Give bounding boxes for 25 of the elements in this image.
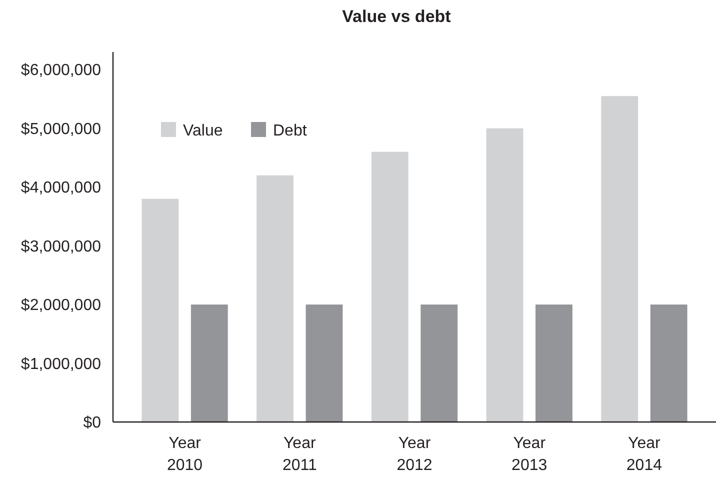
y-tick-label: $0 bbox=[83, 414, 102, 432]
bar bbox=[536, 304, 572, 422]
y-tick-label: $1,000,000 bbox=[20, 356, 102, 373]
bar bbox=[256, 175, 294, 422]
bar bbox=[601, 96, 638, 422]
bar bbox=[190, 304, 228, 422]
y-tick-label: $4,000,000 bbox=[20, 180, 102, 197]
legend-label: Value bbox=[183, 122, 223, 140]
y-tick-label: $3,000,000 bbox=[20, 238, 102, 256]
x-tick-label: Year 2013 bbox=[512, 435, 548, 474]
bar bbox=[486, 128, 524, 422]
bar bbox=[420, 304, 458, 422]
y-tick-label: $6,000,000 bbox=[20, 62, 102, 80]
y-tick-label: $5,000,000 bbox=[20, 120, 102, 138]
bar bbox=[142, 198, 179, 422]
x-tick-label: Year 2014 bbox=[626, 435, 662, 474]
legend-label: Debt bbox=[273, 122, 308, 140]
bar bbox=[371, 152, 408, 422]
x-tick-label: Year 2011 bbox=[282, 435, 317, 474]
x-tick-label: Year 2010 bbox=[166, 435, 203, 474]
chart-title: Value vs debt bbox=[342, 7, 452, 26]
y-tick-label: $2,000,000 bbox=[20, 297, 102, 314]
bar bbox=[650, 304, 688, 422]
bar bbox=[306, 304, 343, 422]
x-tick-label: Year 2012 bbox=[396, 435, 432, 474]
